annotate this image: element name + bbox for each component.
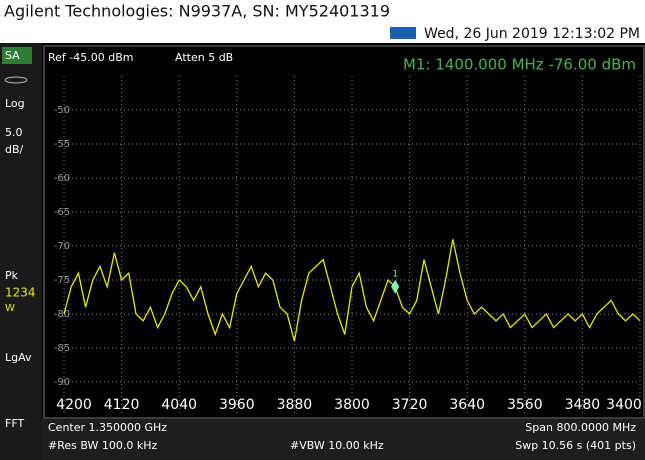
- y-tick-label: -50: [54, 105, 70, 116]
- y-tick-label: -55: [54, 139, 70, 150]
- battery-icon: [390, 27, 416, 39]
- marker-label: 1: [392, 269, 398, 279]
- vbw: #VBW 10.00 kHz: [290, 439, 384, 452]
- res-bw: #Res BW 100.0 kHz: [48, 439, 158, 452]
- average: LgAv: [5, 351, 32, 364]
- x-tick-label: 3880: [277, 397, 313, 413]
- scale-value: 5.0: [5, 126, 23, 139]
- scale-type: Log: [5, 97, 25, 110]
- y-tick-label: -75: [54, 275, 70, 286]
- sweep-type: FFT: [5, 417, 24, 430]
- ref-level: Ref -45.00 dBm: [48, 51, 134, 64]
- scale-unit: dB/: [5, 143, 24, 156]
- trace: [63, 239, 641, 342]
- x-tick-label: 4120: [104, 397, 140, 413]
- x-tick-label: 3800: [334, 397, 370, 413]
- detector: Pk: [5, 269, 19, 282]
- header-title: Agilent Technologies: N9937A, SN: MY5240…: [4, 2, 390, 21]
- trace-state: W: [5, 303, 15, 314]
- header-datetime: Wed, 26 Jun 2019 12:13:02 PM: [424, 26, 640, 42]
- scroll-icon: [4, 76, 28, 84]
- center: Center 1.350000 GHz: [48, 421, 167, 434]
- attenuation: Atten 5 dB: [175, 51, 233, 64]
- footer-bar: [42, 419, 645, 460]
- x-tick-label: 3640: [449, 397, 485, 413]
- side-panel: [0, 43, 42, 460]
- plot-frame: [43, 45, 645, 419]
- sweep: Swp 10.56 s (401 pts): [515, 439, 636, 452]
- marker-readout: M1: 1400.000 MHz -76.00 dBm: [403, 56, 636, 74]
- marker: [391, 279, 400, 294]
- y-tick-label: -65: [54, 207, 70, 218]
- traces: 1234: [5, 286, 36, 300]
- y-tick-label: -90: [54, 377, 70, 388]
- x-tick-label: 3480: [565, 397, 601, 413]
- mode: SA: [5, 49, 20, 62]
- x-tick-label: 3400: [606, 397, 642, 413]
- y-tick-label: -80: [54, 309, 70, 320]
- x-tick-label: 3560: [507, 397, 543, 413]
- x-tick-label: 3720: [392, 397, 428, 413]
- mode-box: [2, 47, 32, 64]
- x-tick-label: 4200: [56, 397, 92, 413]
- span: Span 800.0000 MHz: [525, 421, 636, 434]
- y-tick-label: -60: [54, 173, 70, 184]
- x-tick-label: 4040: [161, 397, 197, 413]
- y-tick-label: -70: [54, 241, 70, 252]
- header-bar: [0, 0, 645, 43]
- x-tick-label: 3960: [219, 397, 255, 413]
- y-tick-label: -85: [54, 343, 70, 354]
